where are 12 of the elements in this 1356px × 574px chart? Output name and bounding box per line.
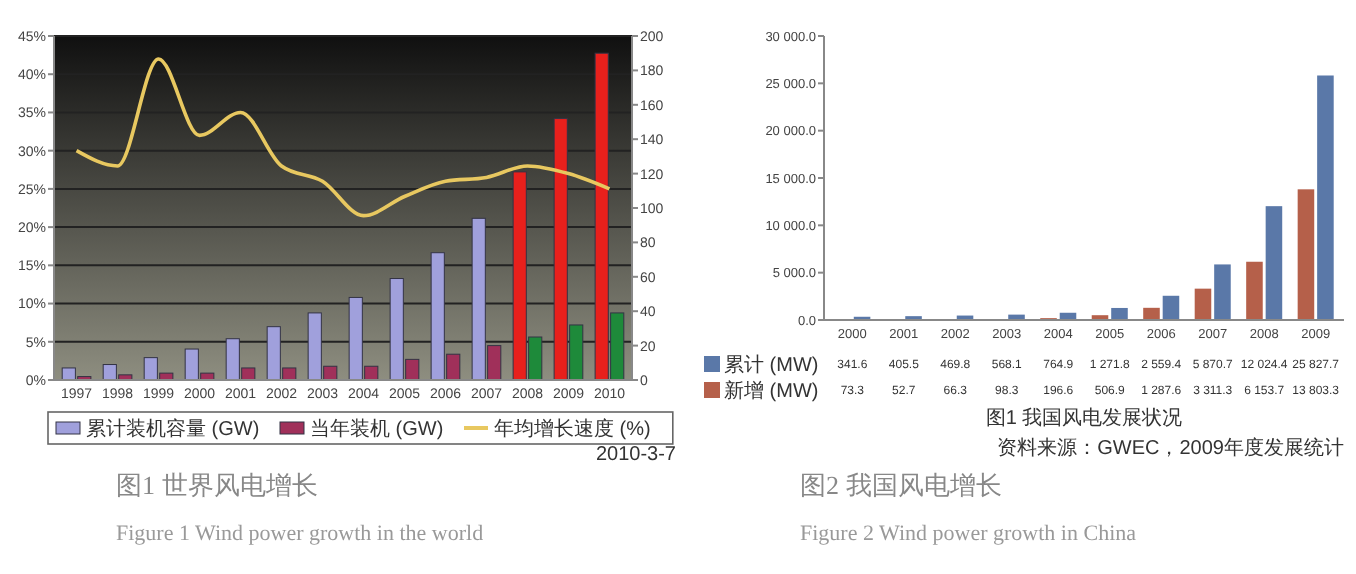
legend-label: 新增 (MW) bbox=[724, 379, 819, 403]
text: 2010-3-7 bbox=[595, 444, 677, 466]
text: Figure 1 Wind power growth in the world bbox=[116, 522, 485, 546]
legend-label: 年均增长速度 (%) bbox=[494, 417, 651, 441]
text: Figure 2 Wind power growth in China bbox=[800, 522, 1137, 546]
legend-label: 当年装机 (GW) bbox=[310, 417, 444, 441]
caption: 图1 我国风电发展状况 bbox=[985, 406, 1183, 430]
text: 资料来源：GWEC，2009年度发展统计 bbox=[997, 436, 1344, 460]
text: 图2 我国风电增长 bbox=[800, 470, 1002, 500]
text: 图1 世界风电增长 bbox=[116, 470, 318, 500]
legend-label: 累计装机容量 (GW) bbox=[86, 417, 260, 441]
legend-label: 累计 (MW) bbox=[724, 353, 819, 377]
